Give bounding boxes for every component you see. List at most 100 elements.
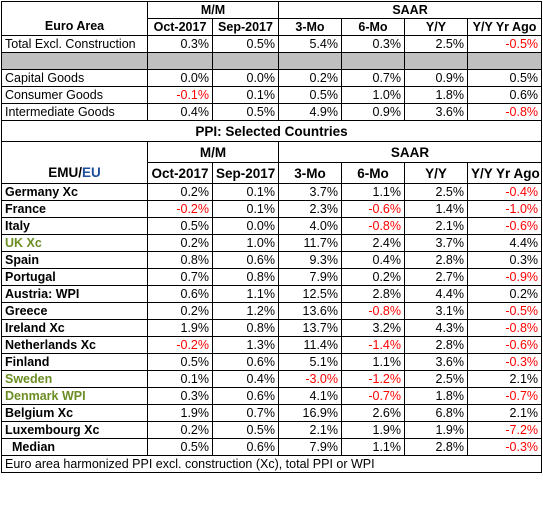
col-header-yy-yr-ago: Y/Y Yr Ago [466, 162, 543, 184]
value-cell: -0.5% [466, 35, 543, 53]
value-cell: -0.3% [466, 438, 543, 456]
value-cell: -0.8% [341, 217, 405, 235]
table-row: Denmark WPI 0.3% 0.6% 4.1% -0.7% 1.8% -0.7% [1, 387, 543, 405]
value-cell: 0.6% [466, 86, 543, 104]
value-cell: 1.1% [341, 353, 405, 371]
value-cell: 0.2% [147, 302, 213, 320]
value-cell: 0.4% [212, 370, 279, 388]
section-title-row: PPI: Selected Countries [0, 120, 543, 142]
value-cell: -0.5% [466, 302, 543, 320]
value-cell: 13.6% [278, 302, 342, 320]
value-cell: -0.7% [466, 387, 543, 405]
col-header-sep: Sep-2017 [212, 18, 279, 36]
countries-header-row-1: M/M SAAR [1, 141, 543, 163]
value-cell: -3.0% [278, 370, 342, 388]
value-cell: 0.4% [147, 103, 213, 121]
country-label: Luxembourg Xc [1, 421, 148, 439]
value-cell: 0.3% [341, 35, 405, 53]
country-label: Italy [1, 217, 148, 235]
country-label: France [1, 200, 148, 218]
value-cell: -0.6% [466, 217, 543, 235]
value-cell: 3.2% [341, 319, 405, 337]
value-cell: 1.8% [404, 86, 468, 104]
row-label: Intermediate Goods [1, 103, 148, 121]
emu-label: EMU [48, 165, 79, 181]
value-cell: 0.8% [212, 319, 279, 337]
value-cell: -0.9% [466, 268, 543, 286]
slash-label: / [78, 165, 82, 181]
value-cell: 0.7% [212, 404, 279, 422]
value-cell: 0.0% [212, 217, 279, 235]
value-cell: -0.7% [341, 387, 405, 405]
table-row: Total Excl. Construction 0.3% 0.5% 5.4% … [1, 35, 543, 53]
table-row: Sweden 0.1% 0.4% -3.0% -1.2% 2.5% 2.1% [1, 370, 543, 388]
blank-cell [1, 141, 148, 163]
value-cell: -1.2% [341, 370, 405, 388]
country-label: Germany Xc [1, 183, 148, 201]
value-cell: 2.1% [404, 217, 468, 235]
value-cell: 1.0% [212, 234, 279, 252]
value-cell: 11.7% [278, 234, 342, 252]
table-row: Portugal 0.7% 0.8% 7.9% 0.2% 2.7% -0.9% [1, 268, 543, 286]
value-cell: 2.4% [341, 234, 405, 252]
country-label: Belgium Xc [1, 404, 148, 422]
table-row: Spain 0.8% 0.6% 9.3% 0.4% 2.8% 0.3% [1, 251, 543, 269]
table-row: Greece 0.2% 1.2% 13.6% -0.8% 3.1% -0.5% [1, 302, 543, 320]
value-cell: 1.9% [147, 404, 213, 422]
value-cell: -0.1% [147, 86, 213, 104]
col-header-6mo: 6-Mo [341, 162, 405, 184]
table-row: Belgium Xc 1.9% 0.7% 16.9% 2.6% 6.8% 2.1% [1, 404, 543, 422]
col-header-sep: Sep-2017 [212, 162, 279, 184]
country-rows: Germany Xc 0.2% 0.1% 3.7% 1.1% 2.5% -0.4% Franc… [1, 183, 543, 439]
value-cell: 1.3% [212, 336, 279, 354]
value-cell: 0.5% [212, 103, 279, 121]
mm-header: M/M [147, 141, 279, 163]
value-cell: 2.1% [466, 404, 543, 422]
value-cell: 13.7% [278, 319, 342, 337]
value-cell: 0.3% [147, 35, 213, 53]
value-cell: 2.1% [466, 370, 543, 388]
country-label: Denmark WPI [1, 387, 148, 405]
value-cell: 0.1% [212, 86, 279, 104]
value-cell: 4.4% [466, 234, 543, 252]
ppi-table: M/M SAAR Euro Area Oct-2017 Sep-2017 3-M… [0, 1, 543, 473]
value-cell: 16.9% [278, 404, 342, 422]
value-cell: 4.3% [404, 319, 468, 337]
value-cell: 2.5% [404, 183, 468, 201]
table-row: Finland 0.5% 0.6% 5.1% 1.1% 3.6% -0.3% [1, 353, 543, 371]
value-cell: 12.5% [278, 285, 342, 303]
value-cell: 0.9% [341, 103, 405, 121]
value-cell: 0.5% [147, 438, 213, 456]
footnote-row: Euro area harmonized PPI excl. construct… [0, 455, 543, 473]
value-cell: 3.6% [404, 103, 468, 121]
country-label: Sweden [1, 370, 148, 388]
value-cell: -0.2% [147, 200, 213, 218]
table-row: Capital Goods 0.0% 0.0% 0.2% 0.7% 0.9% 0… [1, 69, 543, 87]
value-cell: 1.8% [404, 387, 468, 405]
value-cell: 0.2% [341, 268, 405, 286]
col-header-oct: Oct-2017 [147, 162, 213, 184]
row-label: Total Excl. Construction [1, 35, 148, 53]
value-cell: 0.9% [404, 69, 468, 87]
value-cell: 0.7% [147, 268, 213, 286]
emu-eu-header: EMU/EU [1, 162, 148, 184]
value-cell: 0.2% [466, 285, 543, 303]
value-cell: 0.8% [147, 251, 213, 269]
value-cell: -0.8% [466, 319, 543, 337]
countries-header-row-2: EMU/EU Oct-2017 Sep-2017 3-Mo 6-Mo Y/Y Y… [1, 162, 543, 184]
value-cell: 0.7% [341, 69, 405, 87]
value-cell: 2.5% [404, 35, 468, 53]
table-row: UK Xc 0.2% 1.0% 11.7% 2.4% 3.7% 4.4% [1, 234, 543, 252]
mm-header: M/M [147, 1, 279, 19]
country-label: UK Xc [1, 234, 148, 252]
blank-cell [1, 1, 148, 19]
value-cell: 3.7% [404, 234, 468, 252]
table-row: Netherlands Xc -0.2% 1.3% 11.4% -1.4% 2.8% -0.… [1, 336, 543, 354]
value-cell: 3.1% [404, 302, 468, 320]
country-label: Netherlands Xc [1, 336, 148, 354]
value-cell: 4.1% [278, 387, 342, 405]
value-cell: 1.1% [212, 285, 279, 303]
value-cell: 0.2% [147, 183, 213, 201]
col-header-6mo: 6-Mo [341, 18, 405, 36]
value-cell: 0.5% [147, 217, 213, 235]
